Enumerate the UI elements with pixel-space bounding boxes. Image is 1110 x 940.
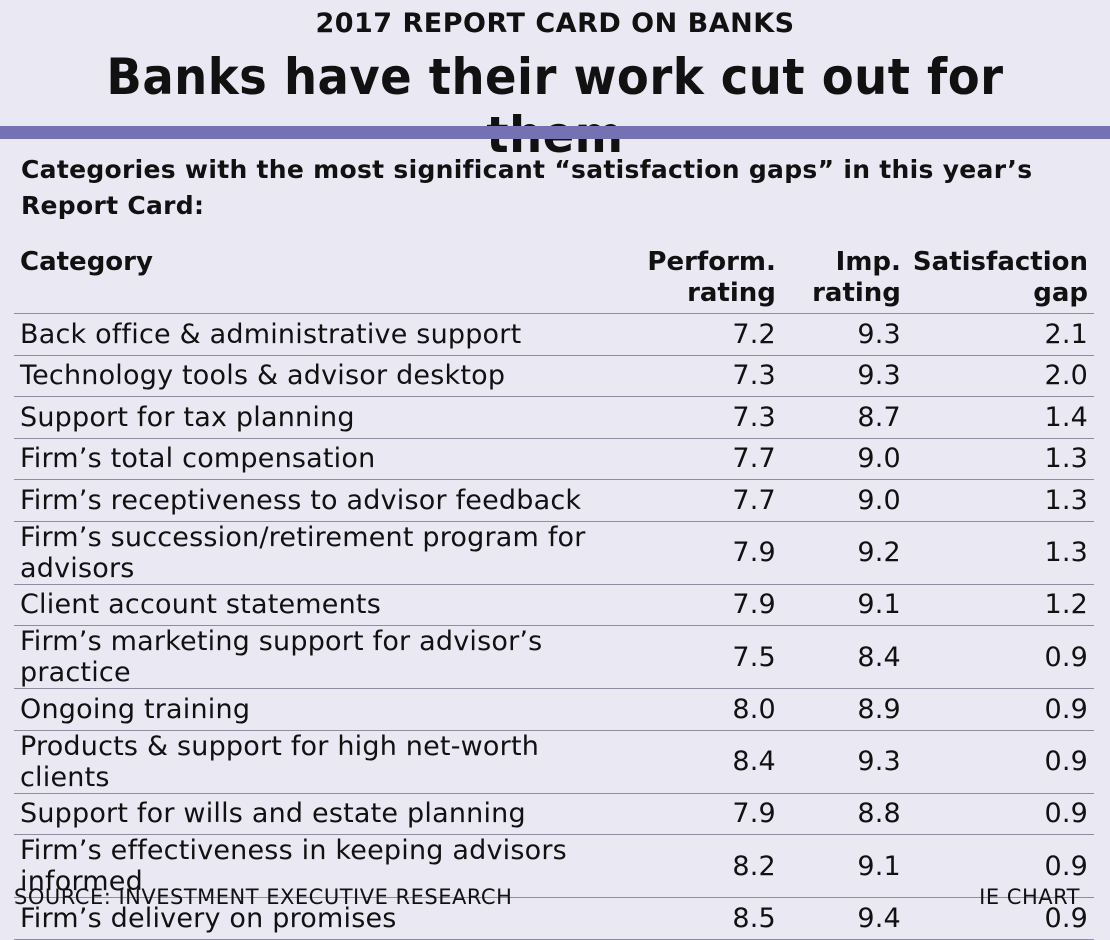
divider-rule	[0, 126, 1110, 139]
column-header-perform: Perform. rating	[641, 247, 782, 314]
cell-perform-rating: 7.7	[641, 479, 782, 522]
cell-perform-rating: 7.2	[641, 313, 782, 356]
cell-perform-rating: 8.4	[641, 730, 782, 794]
cell-category: Support for wills and estate planning	[14, 793, 642, 835]
table-row: Technology tools & advisor desktop 7.3 9.3…	[14, 355, 1094, 397]
cell-satisfaction-gap: 1.3	[906, 438, 1094, 480]
cell-satisfaction-gap: 1.3	[906, 521, 1094, 585]
cell-perform-rating: 7.9	[641, 584, 782, 626]
table-row: Firm’s receptiveness to advisor feedback…	[14, 479, 1094, 522]
cell-category: Firm’s effectiveness in keeping advisors…	[14, 834, 642, 898]
table-row: Support for tax planning 7.3 8.7 1.4	[14, 396, 1094, 439]
cell-imp-rating: 8.9	[781, 688, 907, 731]
cell-imp-rating: 9.4	[781, 897, 907, 940]
cell-imp-rating: 8.4	[781, 625, 907, 689]
table-body: Back office & administrative support 7.2 9…	[14, 313, 1094, 940]
chart-subtitle: Categories with the most significant “sa…	[21, 155, 1033, 220]
cell-satisfaction-gap: 1.2	[906, 584, 1094, 626]
cell-perform-rating: 7.9	[641, 521, 782, 585]
cell-category: Back office & administrative support	[14, 313, 642, 356]
table-row: Client account statements 7.9 9.1 1.2	[14, 584, 1094, 626]
table-row: Ongoing training 8.0 8.9 0.9	[14, 688, 1094, 731]
cell-category: Technology tools & advisor desktop	[14, 355, 642, 397]
cell-perform-rating: 7.3	[641, 355, 782, 397]
cell-perform-rating: 7.7	[641, 438, 782, 480]
cell-imp-rating: 8.8	[781, 793, 907, 835]
column-header-gap: Satisfaction gap	[906, 247, 1094, 314]
cell-satisfaction-gap: 0.9	[906, 730, 1094, 794]
cell-imp-rating: 9.2	[781, 521, 907, 585]
column-header-category: Category	[14, 247, 642, 314]
table-row: Support for wills and estate planning 7.9…	[14, 793, 1094, 835]
cell-imp-rating: 9.0	[781, 479, 907, 522]
column-header-imp-line: rating	[812, 278, 901, 308]
table-row: Products & support for high net-worth cl…	[14, 730, 1094, 794]
table-row: Firm’s succession/retirement program for…	[14, 521, 1094, 585]
cell-perform-rating: 7.9	[641, 793, 782, 835]
cell-satisfaction-gap: 0.9	[906, 834, 1094, 898]
cell-category: Firm’s total compensation	[14, 438, 642, 480]
column-header-perform-line: rating	[687, 278, 776, 308]
cell-category: Firm’s succession/retirement program for…	[14, 521, 642, 585]
cell-imp-rating: 9.3	[781, 355, 907, 397]
cell-category: Ongoing training	[14, 688, 642, 731]
cell-category: Support for tax planning	[14, 396, 642, 439]
cell-satisfaction-gap: 1.3	[906, 479, 1094, 522]
data-table: Category Perform. rating Imp. rating Satis…	[14, 247, 1094, 940]
column-header-imp: Imp. rating	[781, 247, 907, 314]
table-row: Back office & administrative support 7.2 9…	[14, 313, 1094, 356]
column-header-perform-line: Perform.	[647, 247, 776, 277]
cell-category: Firm’s receptiveness to advisor feedback	[14, 479, 642, 522]
header: 2017 REPORT CARD ON BANKS Banks have the…	[0, 0, 1110, 164]
cell-imp-rating: 8.7	[781, 396, 907, 439]
cell-satisfaction-gap: 1.4	[906, 396, 1094, 439]
table-row: Firm’s effectiveness in keeping advisors…	[14, 834, 1094, 898]
cell-category: Client account statements	[14, 584, 642, 626]
cell-satisfaction-gap: 2.1	[906, 313, 1094, 356]
column-header-imp-line: Imp.	[835, 247, 901, 277]
column-header-gap-line: gap	[1033, 278, 1088, 308]
table-row: Firm’s marketing support for advisor’s p…	[14, 625, 1094, 689]
cell-category: Products & support for high net-worth cl…	[14, 730, 642, 794]
cell-imp-rating: 9.3	[781, 730, 907, 794]
cell-perform-rating: 7.3	[641, 396, 782, 439]
cell-perform-rating: 8.5	[641, 897, 782, 940]
cell-imp-rating: 9.0	[781, 438, 907, 480]
cell-satisfaction-gap: 0.9	[906, 793, 1094, 835]
cell-imp-rating: 9.1	[781, 584, 907, 626]
cell-imp-rating: 9.1	[781, 834, 907, 898]
cell-perform-rating: 8.2	[641, 834, 782, 898]
cell-satisfaction-gap: 0.9	[906, 625, 1094, 689]
table-row: Firm’s total compensation 7.7 9.0 1.3	[14, 438, 1094, 480]
cell-perform-rating: 7.5	[641, 625, 782, 689]
cell-perform-rating: 8.0	[641, 688, 782, 731]
cell-satisfaction-gap: 0.9	[906, 688, 1094, 731]
kicker: 2017 REPORT CARD ON BANKS	[315, 8, 795, 39]
cell-imp-rating: 9.3	[781, 313, 907, 356]
column-header-gap-line: Satisfaction	[912, 247, 1088, 277]
cell-satisfaction-gap: 2.0	[906, 355, 1094, 397]
source-note: SOURCE: INVESTMENT EXECUTIVE RESEARCH	[14, 885, 513, 909]
header-row: Category Perform. rating Imp. rating Satis…	[14, 247, 1094, 314]
cell-category: Firm’s marketing support for advisor’s p…	[14, 625, 642, 689]
chart-credit: IE CHART	[979, 885, 1080, 909]
